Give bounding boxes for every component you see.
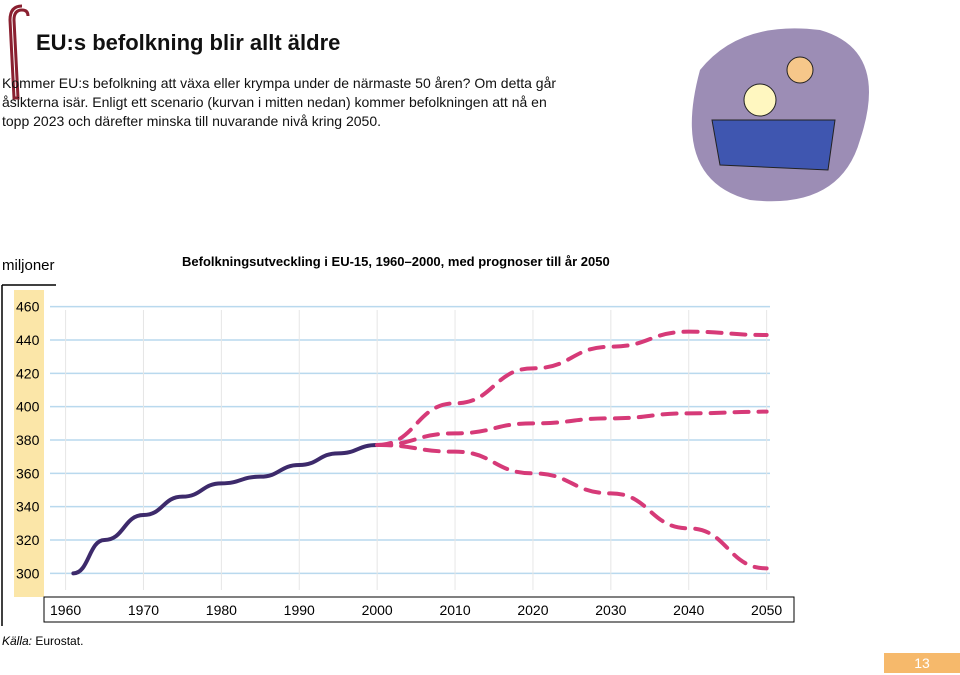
x-axis-band [43, 596, 795, 623]
illustration-table [711, 119, 836, 171]
y-tick-label: 300 [16, 565, 40, 581]
page-number: 13 [884, 653, 960, 673]
series-line [375, 329, 769, 447]
illustration-head [786, 56, 814, 84]
y-tick-label: 380 [16, 432, 40, 448]
y-tick-label: 340 [16, 499, 40, 515]
x-tick-label: 2020 [517, 602, 548, 618]
x-tick-label: 1980 [206, 602, 237, 618]
y-tick-label: 420 [16, 365, 40, 381]
y-axis-label: miljoner [2, 257, 55, 274]
title: EU:s befolkning blir allt äldre [36, 30, 341, 55]
x-tick-label: 2010 [439, 602, 470, 618]
series-line [375, 443, 769, 571]
y-tick-label: 440 [16, 332, 40, 348]
x-tick-label: 2040 [673, 602, 704, 618]
series-line [375, 409, 769, 447]
source-label: Källa: [2, 634, 33, 648]
y-axis-band [14, 290, 44, 597]
y-tick-label: 460 [16, 299, 40, 315]
source-text: Eurostat. [35, 634, 84, 648]
chart-title: Befolkningsutveckling i EU-15, 1960–2000… [182, 254, 610, 269]
illustration-bg [691, 28, 869, 202]
x-tick-label: 1990 [284, 602, 315, 618]
chart: miljoner Befolkningsutveckling i EU-15, … [1, 254, 795, 626]
series-line [71, 443, 380, 576]
x-tick-label: 2050 [751, 602, 782, 618]
y-tick-label: 400 [16, 399, 40, 415]
intro: Kommer EU:s befolkning att växa eller kr… [2, 75, 557, 129]
x-tick-label: 2030 [595, 602, 626, 618]
y-tick-label: 320 [16, 532, 40, 548]
cane [8, 4, 30, 100]
source: Källa: Eurostat. [2, 634, 83, 648]
y-tick-label: 360 [16, 465, 40, 481]
x-tick-label: 1960 [50, 602, 81, 618]
x-tick-label: 1970 [128, 602, 159, 618]
illustration-ball [743, 83, 777, 117]
x-tick-label: 2000 [362, 602, 393, 618]
